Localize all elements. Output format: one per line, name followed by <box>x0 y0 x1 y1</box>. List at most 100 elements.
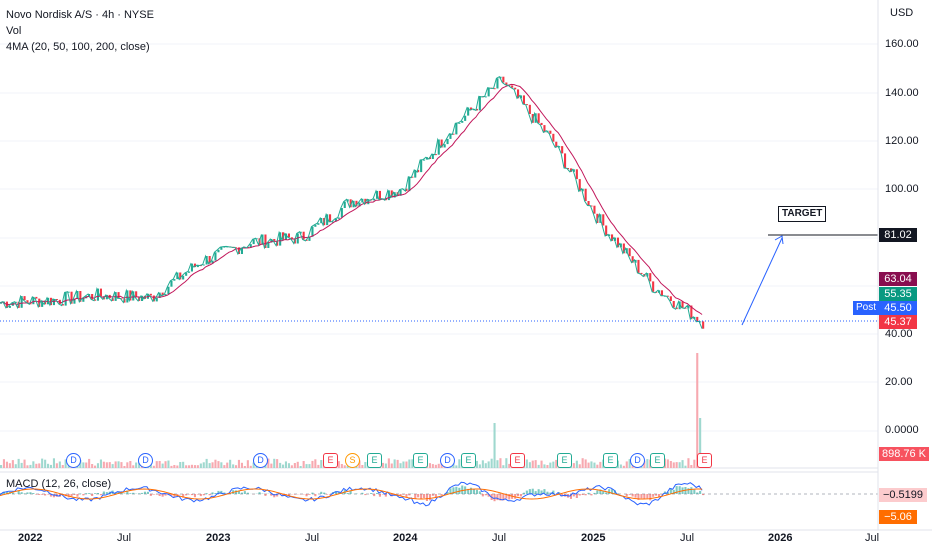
candle <box>543 125 546 133</box>
dividend-event-icon[interactable]: D <box>253 453 268 468</box>
volume-bar <box>58 461 61 468</box>
macd-bar <box>173 494 176 498</box>
volume-bar <box>243 466 246 468</box>
candle <box>687 305 690 309</box>
macd-bar <box>132 492 135 494</box>
macd-bar <box>320 491 323 494</box>
volume-bar <box>549 462 552 468</box>
time-tick: 2024 <box>393 532 418 544</box>
earnings-event-icon[interactable]: E <box>603 453 618 468</box>
earnings-event-icon[interactable]: E <box>557 453 572 468</box>
volume-bar <box>276 459 279 468</box>
candle <box>314 224 317 227</box>
candle <box>431 154 434 159</box>
candle <box>569 168 572 172</box>
split-event-icon[interactable]: S <box>345 453 360 468</box>
candle <box>158 292 161 298</box>
candle <box>499 76 502 79</box>
macd-bar <box>102 491 105 494</box>
dividend-event-icon[interactable]: D <box>440 453 455 468</box>
candle <box>519 95 522 99</box>
candle <box>411 176 414 178</box>
legend-ma[interactable]: 4MA (20, 50, 100, 200, close) <box>6 41 150 53</box>
macd-bar <box>572 494 575 497</box>
volume-bar <box>135 462 138 468</box>
candle <box>208 256 211 264</box>
volume-bar <box>26 465 29 468</box>
macd-signal-tag: −5.06 <box>879 510 917 524</box>
macd-bar <box>158 494 161 496</box>
dividend-event-icon[interactable]: D <box>630 453 645 468</box>
candle <box>493 88 496 90</box>
macd-bar <box>608 489 611 494</box>
candle <box>405 188 408 192</box>
volume-bar <box>152 465 155 468</box>
candle <box>287 233 290 238</box>
candle <box>211 260 214 264</box>
earnings-event-icon[interactable]: E <box>697 453 712 468</box>
dividend-event-icon[interactable]: D <box>66 453 81 468</box>
volume-bar <box>88 458 91 468</box>
macd-bar <box>76 494 79 497</box>
earnings-event-icon[interactable]: E <box>323 453 338 468</box>
volume-bar <box>299 466 302 468</box>
candle <box>470 107 473 111</box>
volume-bar <box>540 460 543 468</box>
macd-bar <box>611 489 614 494</box>
candle <box>152 295 155 302</box>
currency-label[interactable]: USD <box>890 7 914 19</box>
volume-bar <box>578 464 581 468</box>
volume-bar <box>487 461 490 468</box>
candle <box>517 89 520 99</box>
volume-bar <box>458 459 461 468</box>
macd-bar <box>99 494 102 496</box>
candle <box>340 208 343 218</box>
macd-bar <box>91 494 94 496</box>
candle <box>220 247 223 250</box>
candle <box>23 296 26 301</box>
macd-bar <box>552 490 555 494</box>
candle <box>14 301 17 303</box>
macd-legend[interactable]: MACD (12, 26, close) <box>6 478 112 490</box>
candle <box>566 168 569 169</box>
target-price-tag: 81.02 <box>879 228 917 242</box>
macd-bar <box>470 487 473 494</box>
candle <box>214 252 217 261</box>
earnings-event-icon[interactable]: E <box>510 453 525 468</box>
candle <box>478 96 481 111</box>
macd-bar <box>314 494 317 497</box>
volume-bar <box>696 353 699 468</box>
macd-bar <box>141 492 144 494</box>
earnings-event-icon[interactable]: E <box>367 453 382 468</box>
candle <box>126 290 129 303</box>
time-tick: Jul <box>492 532 507 544</box>
macd-bar <box>82 494 85 496</box>
last-price-tag: 45.37 <box>879 315 917 329</box>
volume-bar <box>452 463 455 468</box>
candle <box>346 199 349 202</box>
legend-vol[interactable]: Vol <box>6 25 22 37</box>
earnings-event-icon[interactable]: E <box>461 453 476 468</box>
macd-bar <box>478 491 481 494</box>
earnings-event-icon[interactable]: E <box>413 453 428 468</box>
macd-bar <box>155 494 158 495</box>
candle <box>675 307 678 310</box>
macd-bar <box>114 492 117 494</box>
candle <box>217 249 220 253</box>
macd-bar <box>305 494 308 497</box>
macd-bar <box>308 494 311 495</box>
macd-bar <box>164 494 167 496</box>
price-tick: 120.00 <box>885 135 919 147</box>
macd-bar <box>702 494 705 496</box>
candle <box>355 200 358 207</box>
macd-bar <box>502 494 505 501</box>
legend-symbol[interactable]: Novo Nordisk A/S · 4h · NYSE <box>6 9 154 21</box>
volume-bar <box>114 461 117 468</box>
candle <box>467 107 470 116</box>
earnings-event-icon[interactable]: E <box>650 453 665 468</box>
candle <box>505 82 508 85</box>
volume-bar <box>287 463 290 468</box>
dividend-event-icon[interactable]: D <box>138 453 153 468</box>
volume-bar <box>85 462 88 468</box>
volume-bar <box>381 462 384 468</box>
